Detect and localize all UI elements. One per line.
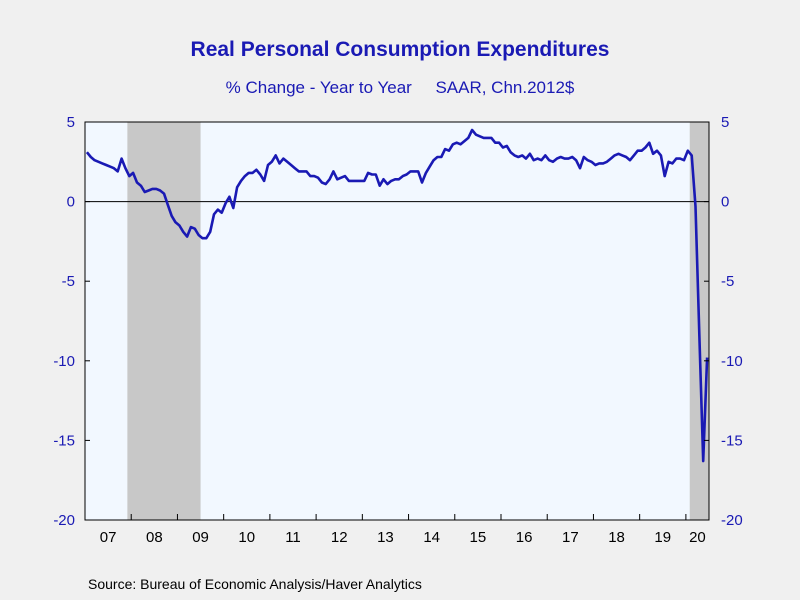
series-line-0 [85,128,709,463]
x-tick-label: 16 [516,529,533,546]
chart-title: Real Personal Consumption Expenditures [190,38,610,61]
y-tick-label-left: -20 [53,512,75,529]
x-axis: 07 08 09 10 11 12 13 14 15 16 17 18 19 20 [100,514,706,546]
y-tick-label-left: -10 [53,353,75,370]
chart-subtitle: % Change - Year to Year SAAR, Chn.2012$ [225,78,575,97]
y-tick-label-left: 5 [67,114,75,131]
x-tick-label: 07 [100,529,117,546]
recession-band-0 [127,122,201,520]
y-tick-label-right: -15 [721,432,743,449]
x-tick-label: 11 [285,529,301,546]
x-tick-label: 08 [146,529,163,546]
x-tick-label: 15 [470,529,487,546]
x-tick-label: 09 [192,529,209,546]
chart-source: Source: Bureau of Economic Analysis/Have… [88,576,422,592]
y-tick-label-left: -5 [62,273,75,290]
x-tick-label: 19 [654,529,671,546]
series-layer [85,128,709,463]
y-tick-label-right: -5 [721,273,734,290]
x-tick-label: 12 [331,529,348,546]
y-tick-label-right: 0 [721,194,729,211]
y-tick-label-left: -15 [53,432,75,449]
x-tick-label: 17 [562,529,579,546]
plot-frame [84,121,710,521]
y-tick-label-right: 5 [721,114,729,131]
x-tick-label: 18 [608,529,625,546]
x-tick-label: 20 [689,529,706,546]
y-tick-label-right: -10 [721,353,743,370]
x-tick-label: 13 [377,529,394,546]
y-tick-label-right: -20 [721,512,743,529]
y-axis-right: 5 0 -5 -10 -15 -20 [704,114,743,529]
y-tick-label-left: 0 [67,194,75,211]
y-axis-left: 5 0 -5 -10 -15 -20 [53,114,90,529]
x-tick-label: 14 [423,529,440,546]
x-tick-label: 10 [238,529,255,546]
